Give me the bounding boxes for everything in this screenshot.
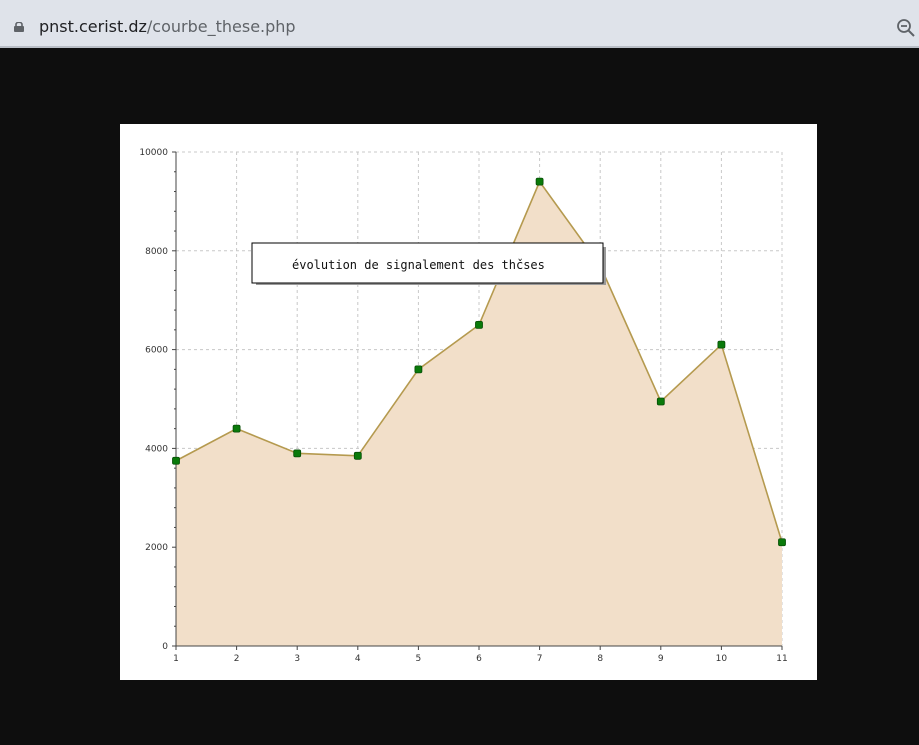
data-point bbox=[535, 177, 544, 186]
url-path: /courbe_these.php bbox=[146, 17, 296, 36]
y-tick-label: 6000 bbox=[145, 346, 168, 356]
y-tick-label: 8000 bbox=[145, 247, 168, 257]
x-tick-label: 1 bbox=[173, 654, 179, 664]
y-tick-label: 2000 bbox=[145, 543, 168, 553]
x-tick-label: 10 bbox=[716, 654, 728, 664]
zoom-out-icon[interactable] bbox=[896, 18, 916, 38]
x-tick-label: 4 bbox=[355, 654, 361, 664]
y-tick-label: 4000 bbox=[145, 444, 168, 454]
legend: évolution de signalement des thčses bbox=[251, 242, 606, 285]
chart-image: 0 2000 4000 6000 8000 10000 1 2 3 4 5 6 7 8 9 10 11 évol… bbox=[120, 124, 817, 680]
x-tick-label: 11 bbox=[776, 654, 787, 664]
data-point bbox=[475, 320, 483, 329]
x-tick-label: 6 bbox=[476, 654, 482, 664]
url-text[interactable]: pnst.cerist.dz/courbe_these.php bbox=[39, 17, 296, 36]
y-tick-label: 10000 bbox=[139, 148, 168, 158]
x-tick-label: 5 bbox=[416, 654, 422, 664]
data-point bbox=[293, 449, 302, 458]
address-bar[interactable]: pnst.cerist.dz/courbe_these.php bbox=[0, 0, 919, 48]
data-point bbox=[353, 451, 362, 460]
legend-label: évolution de signalement des thčses bbox=[292, 258, 545, 272]
data-point bbox=[172, 456, 180, 465]
area-fill bbox=[176, 181, 782, 646]
area-chart: 0 2000 4000 6000 8000 10000 1 2 3 4 5 6 7 8 9 10 11 évol… bbox=[139, 148, 787, 664]
x-tick-label: 8 bbox=[597, 654, 603, 664]
x-tick-label: 9 bbox=[658, 654, 664, 664]
data-point bbox=[656, 397, 665, 406]
data-point bbox=[414, 365, 423, 374]
axes: 0 2000 4000 6000 8000 10000 1 2 3 4 5 6 7 8 9 10 11 bbox=[139, 148, 787, 664]
x-tick-label: 7 bbox=[537, 654, 543, 664]
url-domain: pnst.cerist.dz bbox=[39, 17, 147, 36]
data-point bbox=[232, 424, 241, 433]
x-tick-label: 3 bbox=[294, 654, 300, 664]
data-point bbox=[717, 340, 726, 349]
x-tick-label: 2 bbox=[234, 654, 240, 664]
lock-icon bbox=[14, 22, 24, 32]
data-point bbox=[778, 538, 786, 547]
y-tick-label: 0 bbox=[162, 642, 168, 652]
